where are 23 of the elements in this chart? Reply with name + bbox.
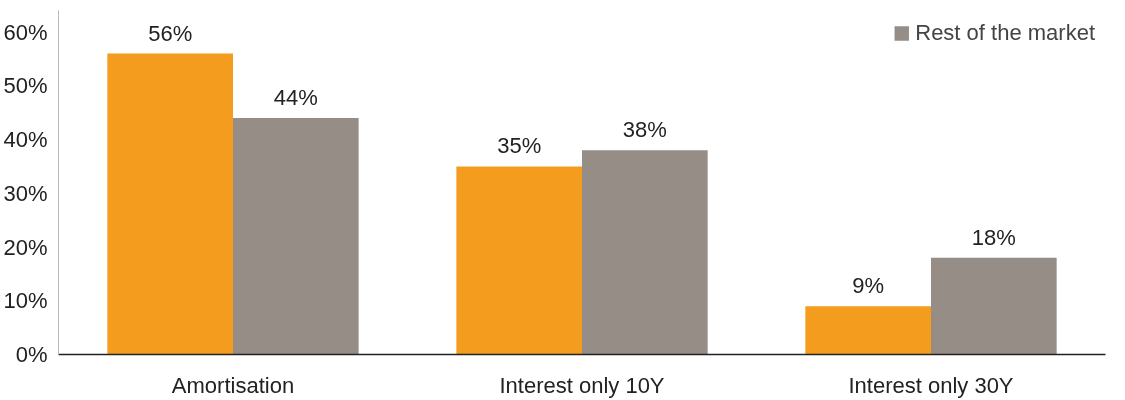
data-label: 9%	[852, 273, 885, 299]
y-tick-label: 10%	[3, 288, 48, 314]
bar	[805, 306, 931, 355]
y-tick-label: 60%	[3, 19, 48, 45]
bar	[582, 150, 708, 355]
data-label: 18%	[971, 224, 1016, 250]
y-tick-label: 50%	[3, 73, 48, 99]
bar	[107, 53, 233, 355]
bar	[931, 257, 1057, 355]
x-tick-label: Amortisation	[171, 372, 295, 398]
y-tick-label: 30%	[3, 180, 48, 206]
legend-label: Rest of the market	[915, 20, 1095, 46]
x-tick-label: Interest only 30Y	[848, 372, 1014, 398]
data-label: 44%	[273, 85, 318, 110]
bar	[456, 166, 582, 355]
x-tick-label: Interest only 10Y	[499, 372, 665, 398]
y-tick-label: 0%	[15, 342, 48, 367]
data-label: 38%	[622, 117, 667, 143]
data-label: 35%	[497, 133, 542, 159]
y-tick-label: 40%	[3, 127, 48, 152]
bar	[233, 118, 359, 355]
y-tick-label: 20%	[3, 234, 48, 260]
data-label: 56%	[148, 20, 193, 46]
